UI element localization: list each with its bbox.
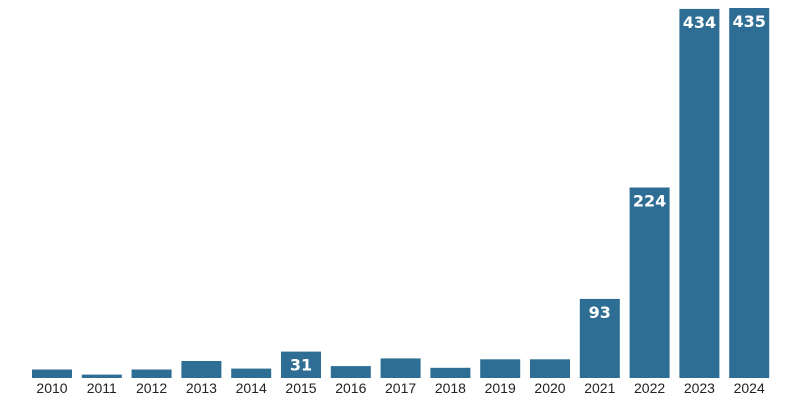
- x-tick-2010: 2010: [36, 380, 67, 396]
- x-tick-2014: 2014: [236, 380, 267, 396]
- x-tick-2023: 2023: [684, 380, 715, 396]
- bar-2020: [530, 359, 570, 378]
- x-tick-2021: 2021: [584, 380, 615, 396]
- x-tick-2018: 2018: [435, 380, 466, 396]
- bar-2015: [281, 351, 321, 378]
- data-label-2023: 434: [683, 13, 716, 32]
- data-label-2021: 93: [589, 303, 611, 322]
- bar-2013: [181, 361, 222, 378]
- x-tick-2013: 2013: [186, 380, 217, 396]
- bar-2024: [729, 8, 770, 378]
- x-tick-2012: 2012: [136, 380, 167, 396]
- bar-2017: [380, 358, 421, 378]
- x-tick-2016: 2016: [335, 380, 366, 396]
- data-label-2024: 435: [732, 12, 765, 31]
- x-tick-2011: 2011: [87, 380, 117, 396]
- bar-2022: [629, 187, 670, 378]
- bar-2018: [430, 367, 471, 378]
- x-tick-2015: 2015: [285, 380, 316, 396]
- data-label-2015: 31: [290, 356, 312, 375]
- bar-2019: [480, 359, 521, 378]
- x-tick-2022: 2022: [634, 380, 665, 396]
- bar-2021: [579, 298, 620, 378]
- bar-2014: [231, 368, 272, 378]
- x-tick-2019: 2019: [485, 380, 516, 396]
- bars-group: [32, 8, 770, 379]
- x-tick-2017: 2017: [385, 380, 416, 396]
- data-labels-group: 31 93 224 434 435: [290, 12, 766, 375]
- data-label-2022: 224: [633, 192, 666, 211]
- bar-2023: [679, 8, 720, 379]
- bar-2010: [32, 369, 72, 378]
- x-tick-2020: 2020: [534, 380, 565, 396]
- bar-2012: [131, 369, 172, 378]
- x-tick-2024: 2024: [734, 380, 765, 396]
- bar-2011: [81, 374, 122, 378]
- x-axis-ticks: 2010 2011 2012 2013 2014 2015 2016 2017 2018 2019…: [36, 380, 765, 396]
- bar-2016: [330, 366, 371, 378]
